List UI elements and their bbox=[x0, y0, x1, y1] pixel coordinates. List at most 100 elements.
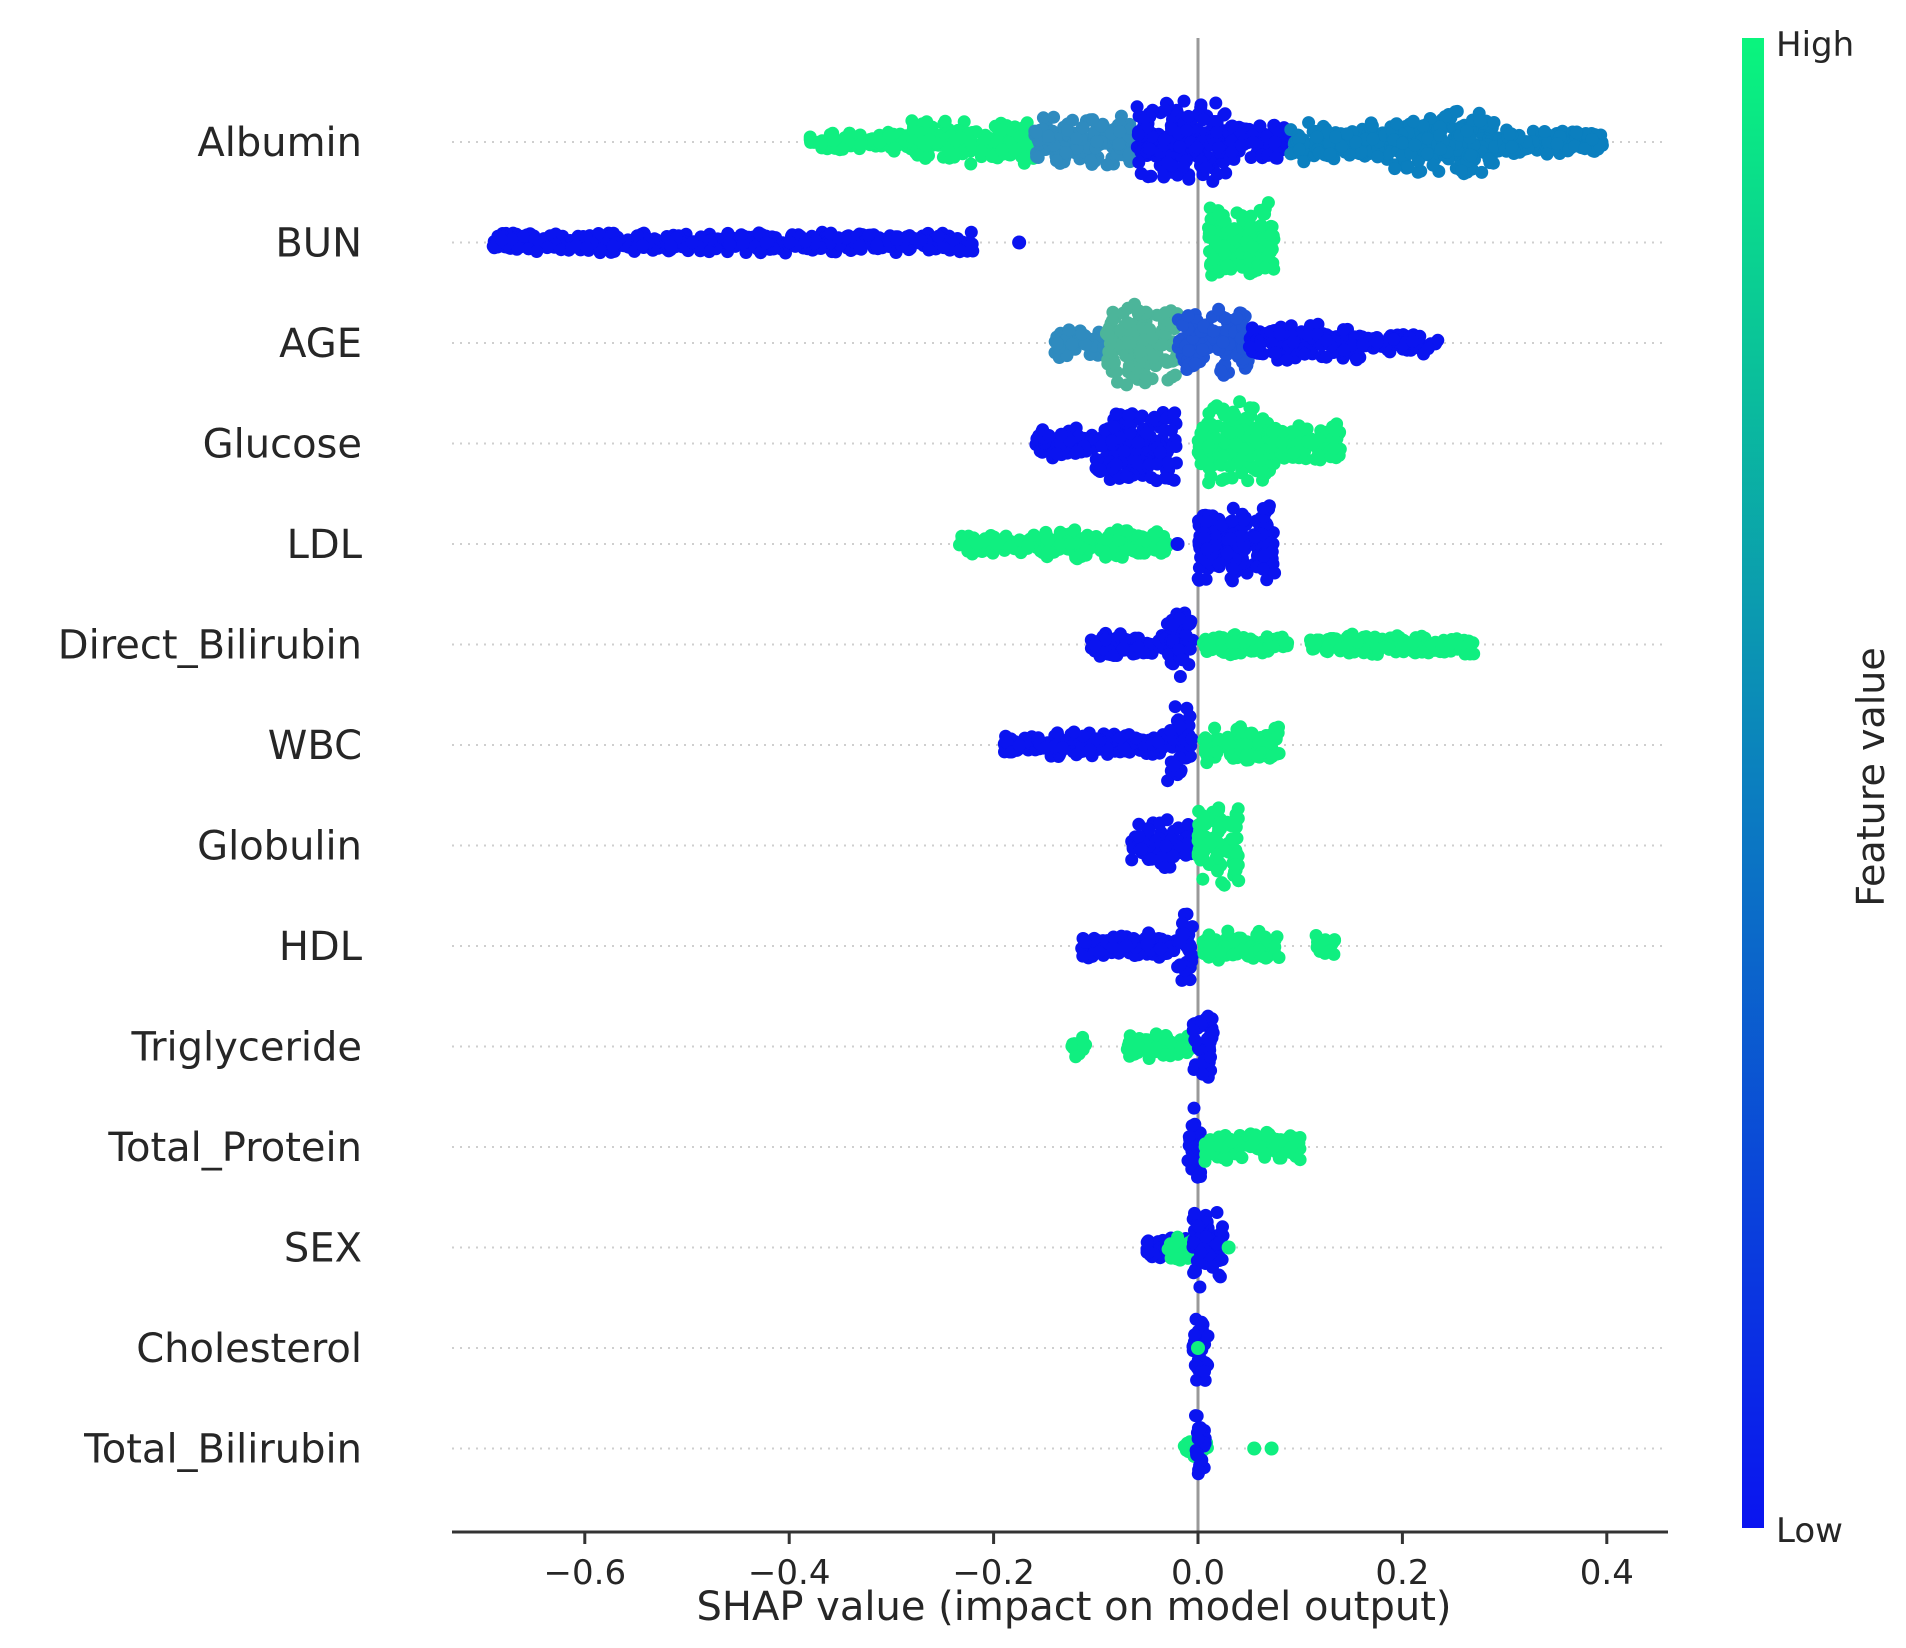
shap-point bbox=[1202, 938, 1216, 952]
shap-point bbox=[1229, 437, 1243, 451]
shap-point bbox=[1244, 220, 1258, 234]
shap-point bbox=[1020, 137, 1034, 151]
shap-point bbox=[1084, 154, 1098, 168]
shap-point bbox=[1204, 469, 1218, 483]
shap-point bbox=[1229, 858, 1243, 872]
shap-point bbox=[1578, 142, 1592, 156]
shap-point bbox=[882, 129, 896, 143]
shap-point bbox=[1260, 630, 1274, 644]
shap-point bbox=[1240, 566, 1254, 580]
shap-point bbox=[974, 144, 988, 158]
shap-point bbox=[953, 243, 967, 257]
shap-point bbox=[1169, 1252, 1183, 1266]
shap-point bbox=[1401, 160, 1415, 174]
shap-point bbox=[1076, 949, 1090, 963]
shap-point bbox=[1266, 424, 1280, 438]
feature-label: Cholesterol bbox=[136, 1326, 362, 1372]
shap-point bbox=[1220, 259, 1234, 273]
feature-points bbox=[1075, 907, 1342, 987]
shap-point bbox=[1121, 316, 1135, 330]
shap-point bbox=[1205, 1259, 1219, 1273]
shap-point bbox=[854, 137, 868, 151]
shap-point bbox=[1131, 640, 1145, 654]
shap-point bbox=[1269, 151, 1283, 165]
shap-point bbox=[1042, 429, 1056, 442]
shap-point bbox=[1210, 848, 1224, 862]
shap-point bbox=[1199, 161, 1213, 175]
shap-point bbox=[1245, 240, 1259, 254]
shap-point bbox=[1182, 658, 1196, 671]
shap-point bbox=[1047, 110, 1061, 124]
shap-point bbox=[1067, 725, 1081, 739]
feature-points bbox=[1125, 801, 1246, 892]
shap-point bbox=[1061, 124, 1074, 137]
shap-point bbox=[1170, 537, 1185, 551]
shap-point bbox=[1267, 457, 1281, 471]
shap-point bbox=[1050, 154, 1063, 168]
shap-point bbox=[1244, 151, 1258, 164]
shap-point bbox=[1255, 646, 1269, 660]
shap-point bbox=[1247, 1441, 1262, 1456]
shap-point bbox=[1212, 803, 1226, 817]
shap-point bbox=[827, 134, 841, 147]
shap-point bbox=[1329, 424, 1343, 438]
shap-point bbox=[1396, 136, 1409, 150]
shap-point bbox=[1297, 155, 1311, 169]
shap-point bbox=[1585, 132, 1599, 146]
shap-point bbox=[1438, 110, 1452, 124]
shap-point bbox=[1143, 142, 1157, 156]
feature-label: Triglyceride bbox=[131, 1025, 362, 1071]
shap-point bbox=[1107, 930, 1120, 944]
shap-point bbox=[1226, 562, 1240, 576]
shap-point bbox=[1066, 113, 1079, 127]
shap-point bbox=[1116, 642, 1130, 656]
shap-point bbox=[1119, 470, 1133, 484]
shap-point bbox=[1167, 758, 1181, 772]
shap-point bbox=[1196, 809, 1210, 823]
shap-point bbox=[1319, 350, 1333, 364]
shap-point bbox=[1129, 731, 1143, 745]
shap-point bbox=[1109, 458, 1123, 471]
shap-point bbox=[1473, 114, 1487, 128]
shap-point bbox=[836, 142, 850, 156]
shap-point bbox=[1211, 167, 1224, 181]
shap-point bbox=[1106, 940, 1119, 954]
shap-point bbox=[1135, 842, 1149, 856]
shap-point bbox=[1310, 130, 1324, 144]
shap-point bbox=[702, 245, 716, 259]
shap-point bbox=[1122, 542, 1136, 556]
shap-point bbox=[1008, 143, 1022, 157]
feature-labels: AlbuminBUNAGEGlucoseLDLDirect_BilirubinW… bbox=[58, 120, 363, 1473]
shap-point bbox=[1242, 340, 1256, 354]
shap-point bbox=[1258, 261, 1272, 275]
shap-point bbox=[1505, 140, 1519, 154]
shap-point bbox=[1232, 874, 1246, 888]
shap-point bbox=[1503, 127, 1517, 141]
shap-point bbox=[1248, 1132, 1262, 1146]
shap-point bbox=[1173, 670, 1187, 683]
shap-point bbox=[1212, 1268, 1226, 1282]
shap-point bbox=[1101, 328, 1115, 342]
shap-point bbox=[1153, 816, 1167, 830]
shap-point bbox=[1256, 562, 1270, 576]
shap-point bbox=[1550, 137, 1564, 151]
shap-point bbox=[1244, 209, 1258, 223]
shap-point bbox=[1191, 829, 1205, 843]
shap-point bbox=[1216, 335, 1230, 349]
shap-point bbox=[1189, 1265, 1202, 1278]
shap-point bbox=[1132, 1040, 1146, 1054]
x-tick-label: 0.2 bbox=[1375, 1553, 1429, 1593]
shap-point bbox=[1382, 642, 1396, 656]
shap-point bbox=[1460, 124, 1474, 138]
shap-point bbox=[1179, 628, 1193, 642]
feature-label: Total_Protein bbox=[107, 1125, 362, 1171]
shap-point bbox=[1060, 349, 1074, 363]
shap-point bbox=[580, 241, 594, 255]
feature-label: AGE bbox=[279, 321, 362, 367]
shap-point bbox=[636, 239, 650, 252]
shap-point bbox=[1145, 372, 1159, 386]
shap-point bbox=[1187, 1236, 1200, 1250]
shap-point bbox=[1161, 774, 1175, 788]
shap-point bbox=[1145, 852, 1159, 866]
shap-point bbox=[1012, 235, 1027, 250]
